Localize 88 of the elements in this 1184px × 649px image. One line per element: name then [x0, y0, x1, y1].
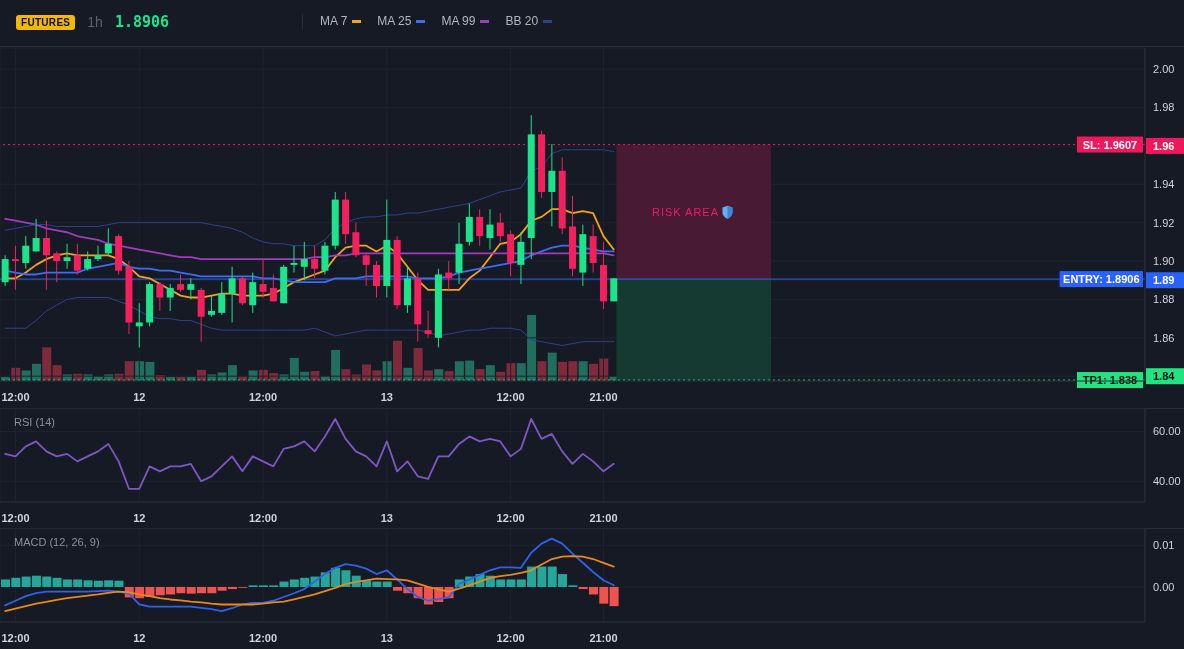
y-tick-label: 1.90	[1153, 255, 1175, 267]
candlestick	[63, 243, 71, 270]
candlestick	[352, 222, 360, 258]
candlestick	[187, 277, 195, 300]
candlestick	[104, 227, 112, 256]
x-tick-label: 12:00	[248, 631, 278, 644]
candlestick	[53, 250, 61, 283]
text: RSI (14)	[14, 415, 55, 429]
x-tick-label: 13	[380, 631, 393, 644]
candlestick	[94, 245, 102, 262]
bar	[42, 347, 52, 381]
legend-label: MA 7	[320, 13, 348, 29]
y-tick-label: 40.00	[1153, 475, 1181, 488]
candlestick	[73, 243, 81, 275]
candlestick	[300, 241, 308, 281]
line-series	[4, 297, 615, 346]
candlestick	[42, 220, 50, 291]
x-tick-label: 12:00	[1, 511, 30, 524]
candlestick	[259, 258, 267, 299]
bar	[382, 581, 392, 587]
x-tick-label: 12	[133, 390, 146, 403]
candlestick	[517, 231, 525, 285]
y-tick-label: 1.88	[1153, 293, 1175, 306]
x-tick-label: 12:00	[1, 390, 30, 403]
line-series	[4, 555, 615, 613]
legend-label: BB 20	[505, 13, 539, 29]
candlestick	[156, 281, 164, 312]
y-tick-label: 1.96	[1153, 139, 1175, 152]
ref-line-label: SL: 1.9607	[1082, 138, 1138, 151]
candlestick	[166, 283, 174, 312]
x-tick-label: 12:00	[496, 511, 525, 524]
candlestick	[424, 310, 432, 339]
candlestick	[362, 252, 370, 287]
x-tick-label: 12	[133, 511, 146, 524]
candlestick	[269, 273, 277, 302]
y-tick-label: 1.89	[1153, 274, 1175, 287]
y-tick-label: 1.92	[1153, 216, 1175, 229]
x-tick-label: 13	[380, 511, 393, 524]
x-tick-label: 21:00	[589, 390, 618, 403]
bar	[547, 352, 557, 381]
candlestick	[548, 143, 556, 227]
candlestick	[476, 208, 484, 247]
y-tick-label: 60.00	[1153, 425, 1181, 438]
x-tick-label: 21:00	[589, 511, 618, 524]
legend-label: MA 99	[441, 13, 476, 29]
text: MACD (12, 26, 9)	[14, 535, 100, 549]
candlestick	[84, 250, 92, 272]
line-series	[4, 418, 615, 490]
candlestick	[486, 208, 494, 251]
y-tick-label: 0.01	[1153, 539, 1175, 552]
x-tick-label: 12:00	[248, 511, 278, 524]
candlestick	[373, 260, 381, 299]
y-tick-label: 1.94	[1153, 178, 1175, 191]
line-series	[4, 537, 615, 613]
x-tick-label: 12:00	[496, 631, 525, 644]
text: FUTURES	[16, 14, 76, 30]
bar	[392, 340, 402, 381]
candlestick	[290, 245, 298, 274]
text: 1.8906	[114, 13, 170, 31]
y-tick-label: 1.86	[1153, 331, 1175, 344]
legend-label: MA 25	[377, 13, 412, 29]
x-tick-label: 12:00	[1, 631, 30, 644]
ref-line-label: TP1: 1.838	[1082, 374, 1138, 386]
bar	[609, 586, 619, 607]
x-tick-label: 13	[380, 390, 393, 403]
text: 1h	[87, 14, 103, 30]
candlestick	[22, 235, 30, 270]
x-tick-label: 12	[133, 631, 146, 644]
candlestick	[135, 302, 143, 348]
candlestick	[11, 245, 19, 291]
candlestick	[1, 254, 9, 287]
band-label: RISK AREA	[651, 205, 720, 218]
candlestick	[496, 212, 504, 243]
candlestick	[228, 266, 236, 323]
candlestick	[311, 245, 319, 279]
y-tick-label: 0.00	[1153, 580, 1175, 593]
ref-line-label: ENTRY: 1.8906	[1063, 273, 1140, 286]
candlestick	[207, 295, 215, 318]
line-series	[4, 149, 615, 247]
candlestick	[218, 281, 226, 316]
candlestick	[249, 272, 257, 314]
y-tick-label: 1.98	[1153, 101, 1175, 114]
candlestick	[32, 218, 40, 252]
x-tick-label: 21:00	[589, 631, 618, 644]
y-tick-label: 1.84	[1153, 370, 1176, 383]
y-tick-label: 2.00	[1153, 63, 1175, 76]
x-tick-label: 12:00	[496, 390, 525, 403]
x-tick-label: 12:00	[248, 390, 278, 403]
